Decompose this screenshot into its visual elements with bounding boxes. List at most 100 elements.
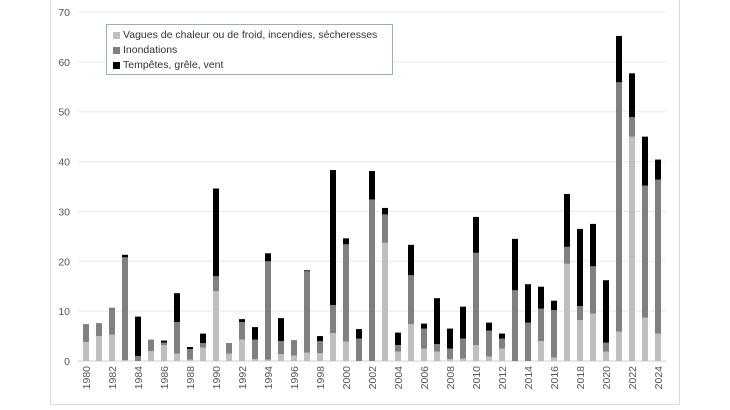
bar-segment-2007-0	[434, 351, 440, 361]
bar-segment-1987-1	[174, 322, 180, 354]
bar-segment-2009-2	[460, 306, 466, 339]
bar-segment-2010-2	[473, 216, 479, 253]
bar-segment-2024-1	[655, 179, 661, 334]
bar-segment-2018-1	[577, 306, 583, 321]
bar-segment-2011-1	[486, 330, 492, 357]
legend-item-floods: Inondations	[113, 43, 386, 58]
bar-segment-2001-2	[356, 329, 362, 339]
bar-segment-2010-1	[473, 252, 479, 346]
bar-segment-2016-0	[551, 357, 557, 361]
bar-segment-2008-0	[447, 359, 453, 361]
x-tick-label: 1990	[211, 366, 223, 390]
y-tick-label: 50	[58, 107, 70, 119]
bar-segment-1988-0	[187, 359, 193, 361]
y-tick-label: 60	[58, 57, 70, 69]
bar-segment-1997-0	[304, 352, 310, 361]
bar-segment-2005-2	[408, 244, 414, 276]
bar-segment-1986-1	[161, 342, 167, 346]
bar-segment-2016-2	[551, 300, 557, 311]
bar-segment-2020-1	[603, 342, 609, 352]
bar-segment-1993-0	[252, 359, 258, 361]
bar-segment-2020-2	[603, 280, 609, 343]
bar-segment-1993-1	[252, 339, 258, 360]
x-tick-label: 1984	[133, 366, 145, 390]
x-tick-label: 2008	[445, 366, 457, 390]
x-tick-label: 2010	[471, 366, 483, 390]
bar-segment-2014-1	[525, 322, 531, 361]
legend-swatch	[113, 62, 120, 69]
legend-item-storms: Tempêtes, grêle, vent	[113, 58, 386, 73]
bar-segment-1998-2	[317, 336, 323, 342]
bar-segment-2024-0	[655, 333, 661, 361]
bar-segment-2022-1	[629, 117, 635, 137]
bar-segment-2017-1	[564, 246, 570, 264]
bar-segment-2018-2	[577, 228, 583, 307]
bar-segment-1994-1	[265, 261, 271, 360]
bar-segment-2023-2	[642, 136, 648, 186]
bar-segment-1989-1	[200, 343, 206, 348]
x-tick-label: 2006	[419, 366, 431, 390]
bar-segment-2005-0	[408, 324, 414, 361]
bar-segment-2023-0	[642, 317, 648, 361]
x-tick-label: 2022	[627, 366, 639, 390]
bar-segment-1993-2	[252, 327, 258, 340]
bar-segment-2019-0	[590, 313, 596, 361]
bar-segment-1989-2	[200, 333, 206, 344]
bar-segment-2024-2	[655, 159, 661, 180]
bar-segment-1982-1	[109, 307, 115, 335]
bar-segment-1990-2	[213, 188, 219, 277]
x-tick-label: 1986	[159, 366, 171, 390]
bar-segment-2014-2	[525, 284, 531, 323]
bar-segment-2011-2	[486, 322, 492, 331]
bar-segment-1992-2	[239, 319, 245, 323]
bar-segment-2001-1	[356, 338, 362, 361]
bar-segment-1983-1	[122, 257, 128, 361]
x-tick-label: 1998	[315, 366, 327, 390]
bar-segment-1982-0	[109, 334, 115, 361]
bar-segment-1998-0	[317, 353, 323, 361]
bar-segment-1980-1	[83, 324, 89, 343]
bar-segment-2010-0	[473, 345, 479, 361]
x-tick-label: 1982	[107, 366, 119, 390]
bar-segment-1981-1	[96, 323, 102, 337]
y-tick-label: 10	[58, 306, 70, 318]
x-tick-label: 2002	[367, 366, 379, 390]
bar-segment-2023-1	[642, 185, 648, 318]
y-tick-label: 40	[58, 157, 70, 169]
bar-segment-1997-1	[304, 271, 310, 353]
bar-segment-1983-0	[122, 360, 128, 361]
y-tick-label: 20	[58, 256, 70, 268]
bar-segment-2012-2	[499, 333, 505, 339]
x-tick-label: 2016	[549, 366, 561, 390]
x-tick-label: 2004	[393, 366, 405, 390]
x-tick-label: 1980	[81, 366, 93, 390]
bar-segment-1999-1	[330, 305, 336, 334]
legend-label: Tempêtes, grêle, vent	[123, 59, 224, 71]
bar-segment-2004-1	[395, 345, 401, 352]
bar-segment-2015-2	[538, 286, 544, 309]
bar-segment-1992-1	[239, 322, 245, 340]
chart-frame	[50, 0, 680, 405]
bar-segment-2018-0	[577, 320, 583, 361]
bar-segment-1986-2	[161, 340, 167, 343]
bar-segment-1999-2	[330, 170, 336, 306]
y-tick-label: 0	[64, 356, 70, 368]
bar-segment-1995-0	[278, 354, 284, 361]
bar-segment-2022-2	[629, 73, 635, 118]
bar-segment-2005-1	[408, 275, 414, 325]
x-tick-label: 2014	[523, 366, 535, 390]
x-tick-label: 2018	[575, 366, 587, 390]
bar-segment-2022-0	[629, 136, 635, 361]
bar-segment-2000-0	[343, 341, 349, 361]
bar-segment-2012-1	[499, 338, 505, 349]
bar-segment-1985-1	[148, 339, 154, 352]
y-tick-label: 30	[58, 206, 70, 218]
bar-segment-1991-0	[226, 353, 232, 361]
legend-item-heat: Vagues de chaleur ou de froid, incendies…	[113, 28, 386, 43]
bar-segment-1985-0	[148, 351, 154, 361]
x-tick-label: 1992	[237, 366, 249, 390]
bar-segment-1990-1	[213, 276, 219, 292]
x-tick-label: 1994	[263, 366, 275, 390]
bar-segment-2011-0	[486, 356, 492, 361]
